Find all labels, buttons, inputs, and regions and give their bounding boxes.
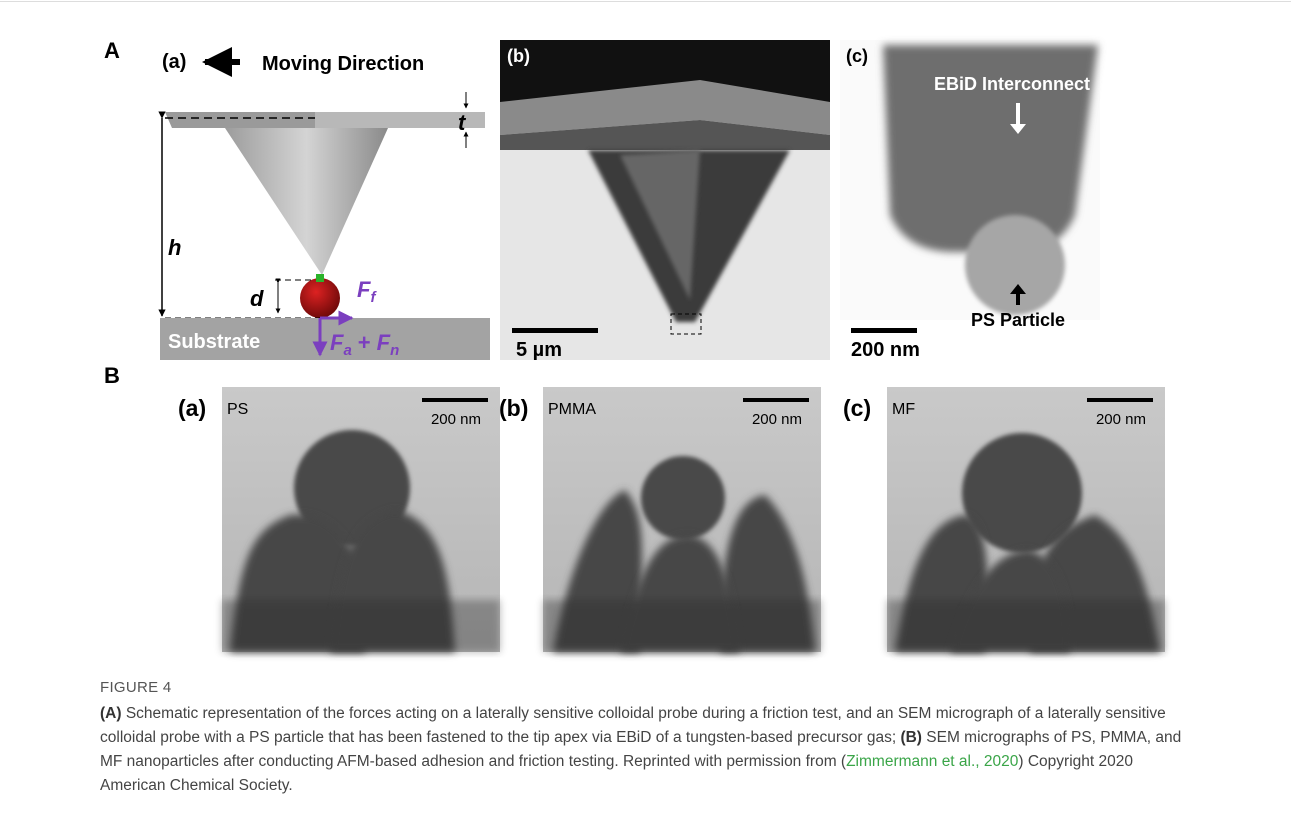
schematic: (a) Moving Direction t h d Substrate Ff … (160, 51, 490, 360)
particle (300, 278, 340, 318)
operator: + (358, 330, 371, 355)
material-label: PS (227, 401, 248, 418)
particle (641, 456, 725, 540)
scale-label: 5 µm (516, 339, 562, 361)
subpanel-label: (a) (162, 51, 186, 73)
annotation: PS Particle (971, 310, 1065, 330)
tip (225, 128, 388, 275)
scale-label: 200 nm (431, 411, 481, 428)
shade (543, 600, 821, 652)
figure: A (a) Moving Direction t h d Substrate F… (0, 0, 1291, 670)
panel-label: A (104, 38, 120, 63)
scale-label: 200 nm (851, 339, 920, 361)
subscript: a (343, 342, 351, 359)
panel-label: B (104, 363, 120, 388)
subpanel-label: (c) (846, 46, 868, 66)
closeup: (c) EBiD Interconnect PS Particle 200 nm (840, 40, 1100, 361)
scale-bar (851, 328, 917, 333)
scale-label: 200 nm (1096, 411, 1146, 428)
subpanel-label: (a) (178, 395, 206, 421)
annotation: Substrate (168, 331, 260, 353)
force-label: Fa+Fn (330, 330, 399, 359)
interconnect (316, 274, 324, 282)
scale-bar (512, 328, 598, 333)
subpanel-label: (b) (507, 46, 530, 66)
scale-bar (1087, 398, 1153, 402)
shade (887, 600, 1165, 652)
force-label: Ff (357, 277, 377, 306)
panel-b: (a) PS 200 nm (b) PMMA 200 nm (c) MF 200 nm (178, 387, 1165, 652)
citation-link[interactable]: Zimmermann et al., 2020 (846, 753, 1018, 770)
annotation: EBiD Interconnect (934, 74, 1090, 94)
material-label: PMMA (548, 401, 596, 418)
symbol: h (168, 235, 181, 260)
symbol: d (250, 286, 264, 311)
annotation: Moving Direction (262, 53, 424, 75)
subpanel-label: (b) (499, 395, 528, 421)
symbol: F (330, 330, 344, 355)
subscript: n (390, 342, 399, 359)
scale-bar (422, 398, 488, 402)
caption-label: (A) (100, 705, 122, 722)
page: A (a) Moving Direction t h d Substrate F… (0, 0, 1291, 816)
scale-bar (743, 398, 809, 402)
symbol: F (357, 277, 371, 302)
symbol: F (377, 330, 391, 355)
shade (222, 600, 500, 652)
caption-text: (A) Schematic representation of the forc… (100, 702, 1195, 798)
subscript: f (370, 289, 377, 306)
figure-label: FIGURE 4 (100, 676, 1195, 700)
caption-label: (B) (900, 729, 922, 746)
scale-label: 200 nm (752, 411, 802, 428)
caption: FIGURE 4 (A) Schematic representation of… (100, 676, 1195, 798)
material-label: MF (892, 401, 915, 418)
subpanel-label: (c) (843, 395, 871, 421)
micrograph: (b) 5 µm (500, 40, 830, 361)
